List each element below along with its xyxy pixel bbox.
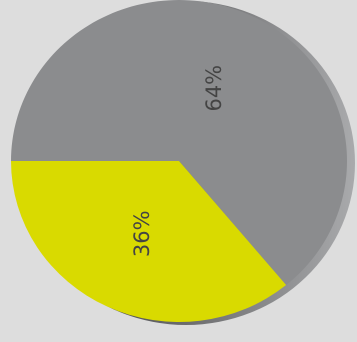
pie-slice-1 <box>11 0 347 286</box>
pie-labels: 64% 36% <box>130 65 226 257</box>
pie-slice-2 <box>11 161 287 322</box>
pie-slice-label-2: 36% <box>130 210 154 257</box>
pie-slice-label-1: 64% <box>202 65 226 112</box>
pie-slices <box>11 0 347 322</box>
